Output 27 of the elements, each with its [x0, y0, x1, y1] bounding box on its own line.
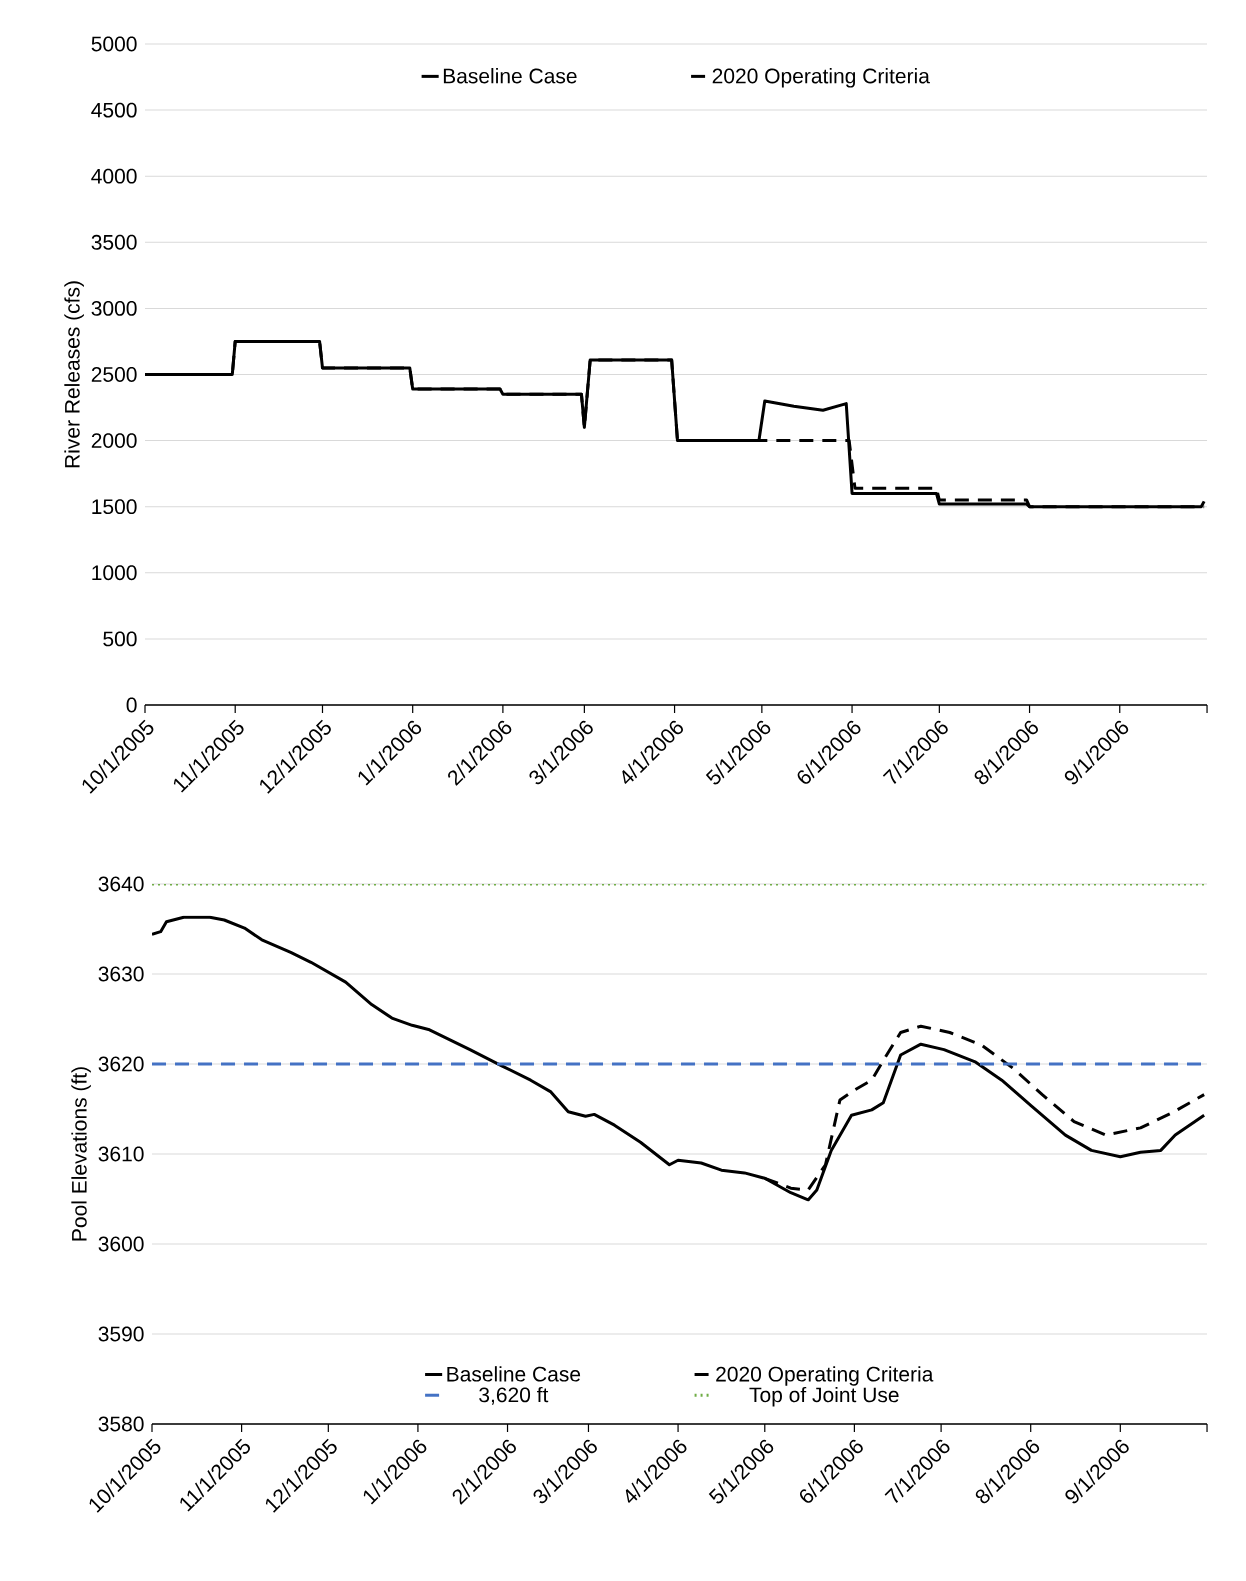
y-tick-label: 3600: [98, 1236, 144, 1252]
y-tick-label: 3000: [91, 300, 137, 316]
legend-label: Baseline Case: [447, 1366, 581, 1382]
y-tick-label: 3640: [98, 876, 144, 892]
y-axis-title: Pool Elevations (ft): [71, 1067, 91, 1241]
y-tick-label: 0: [126, 697, 137, 713]
y-tick-label: 3620: [98, 1056, 144, 1072]
y-tick-label: 2500: [91, 367, 137, 382]
legend-label: 2020 Operating Criteria: [716, 1366, 934, 1386]
y-tick-label: 5000: [91, 36, 137, 52]
y-tick-label: 500: [103, 631, 137, 647]
y-tick-label: 3590: [98, 1326, 144, 1342]
legend-label: 2020 Operating Criteria: [712, 68, 930, 88]
legend-label: Baseline Case: [443, 68, 577, 84]
y-tick-label: 3630: [98, 966, 144, 982]
y-tick-label: 1500: [92, 499, 137, 515]
y-tick-label: 4500: [91, 102, 137, 118]
legend-label: Top of Joint Use: [749, 1386, 899, 1407]
y-axis-title: River Releases (cfs): [64, 281, 84, 468]
y-tick-label: 3610: [98, 1146, 144, 1162]
y-tick-label: 4000: [91, 168, 137, 184]
y-tick-label: 1000: [92, 565, 137, 581]
legend-label: 3,620 ft: [479, 1386, 549, 1405]
line-series: [152, 915, 1206, 1202]
y-tick-label: 2000: [91, 433, 137, 449]
y-tick-label: 3580: [98, 1416, 144, 1432]
y-tick-label: 3500: [91, 234, 137, 250]
